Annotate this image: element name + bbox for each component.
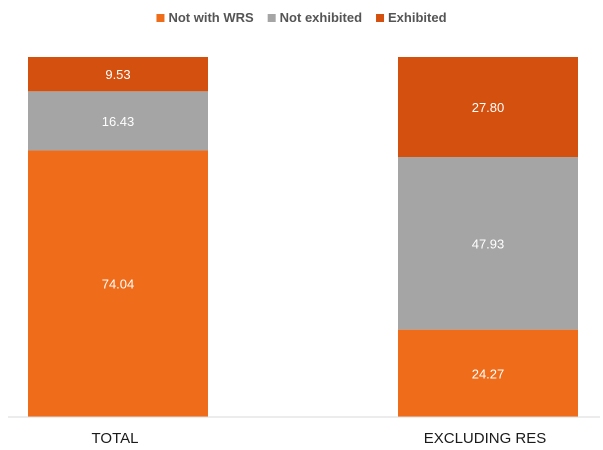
bar-segment-exhibited-excluding-res xyxy=(398,57,578,158)
data-label: 9.53 xyxy=(105,67,130,82)
data-label: 47.93 xyxy=(472,236,505,251)
x-tick-label: TOTAL xyxy=(92,430,139,447)
bar-segment-exhibited-total xyxy=(28,57,208,92)
legend: Not with WRS Not exhibited Exhibited xyxy=(156,10,447,25)
legend-label: Not with WRS xyxy=(168,10,254,25)
bar-segment-not-exhibited-excluding-res xyxy=(398,157,578,330)
bar-segment-not-with-wrs-excluding-res xyxy=(398,329,578,417)
bars xyxy=(28,57,578,417)
legend-label: Exhibited xyxy=(388,10,447,25)
legend-swatch xyxy=(376,14,385,22)
bar-segment-not-exhibited-total xyxy=(28,91,208,151)
data-label: 24.27 xyxy=(472,366,505,381)
data-label: 16.43 xyxy=(102,114,135,129)
x-axis-labels: TOTAL EXCLUDING RES xyxy=(92,430,547,447)
data-labels: 74.04 16.43 9.53 24.27 47.93 27.80 xyxy=(102,67,505,381)
data-label: 74.04 xyxy=(102,277,135,292)
bar-segment-not-with-wrs-total xyxy=(28,150,208,417)
legend-swatch xyxy=(267,14,276,22)
legend-swatch xyxy=(156,14,165,22)
data-label: 27.80 xyxy=(472,100,505,115)
x-tick-label: EXCLUDING RES xyxy=(424,430,547,447)
legend-label: Not exhibited xyxy=(280,10,362,25)
